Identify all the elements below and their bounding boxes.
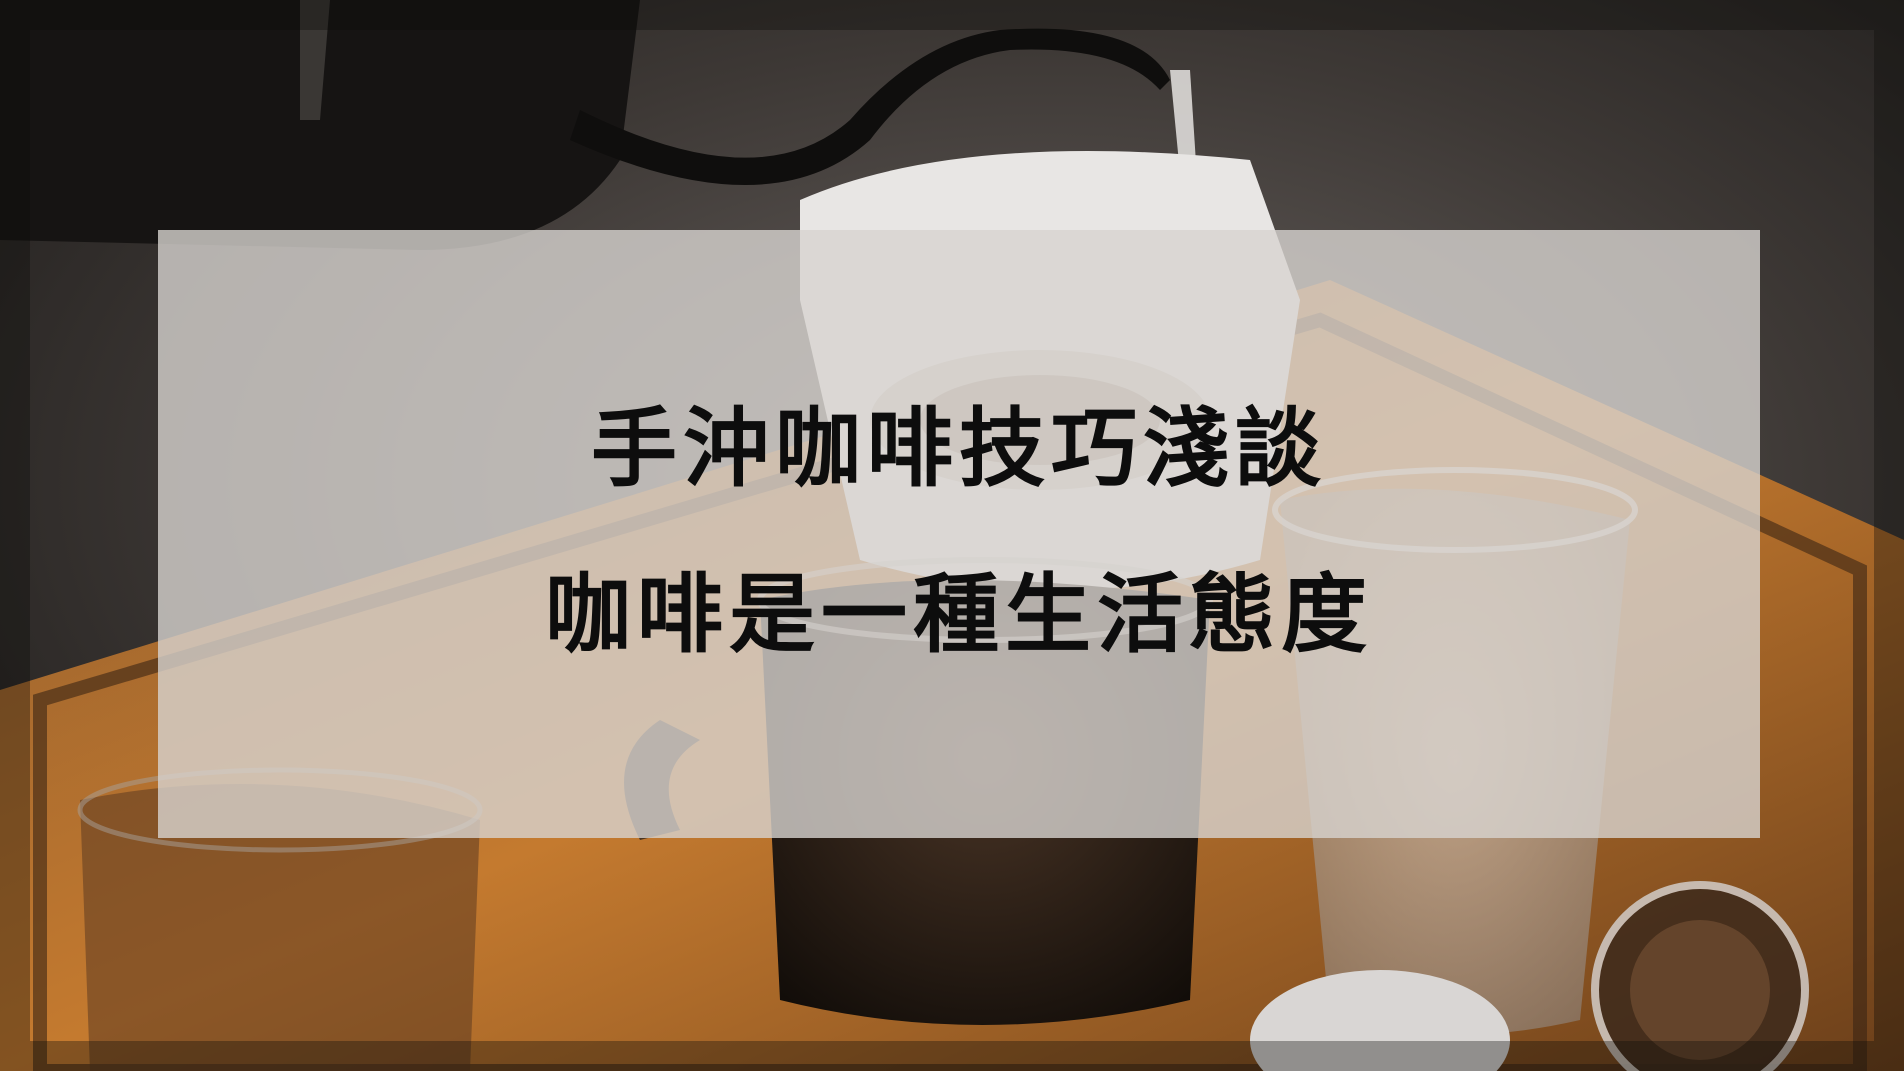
title-overlay-panel: 手沖咖啡技巧淺談 咖啡是一種生活態度 xyxy=(158,230,1760,838)
banner-title: 手沖咖啡技巧淺談 xyxy=(591,406,1327,492)
banner-subtitle: 咖啡是一種生活態度 xyxy=(545,572,1373,658)
